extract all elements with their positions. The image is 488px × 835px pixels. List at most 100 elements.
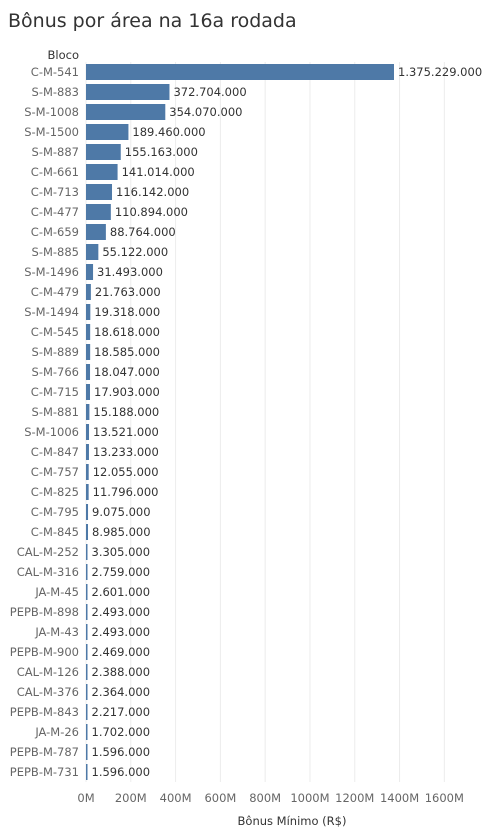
value-label: 2.469.000 (92, 645, 151, 659)
bar (86, 304, 91, 320)
bar (86, 344, 91, 360)
bar (86, 164, 118, 180)
category-label: C-M-659 (31, 225, 79, 239)
bar (86, 244, 99, 260)
value-label: 21.763.000 (95, 285, 161, 299)
category-label: C-M-477 (31, 205, 79, 219)
bar (86, 424, 90, 440)
category-label: S-M-883 (32, 85, 79, 99)
bar (86, 484, 89, 500)
category-label: S-M-887 (32, 145, 79, 159)
gridlines (85, 62, 445, 782)
bar (86, 384, 91, 400)
bar (86, 624, 88, 640)
bar (86, 324, 91, 340)
x-tick-label: 1200M (335, 791, 374, 805)
bar (86, 664, 88, 680)
category-label: CAL-M-316 (17, 565, 79, 579)
value-label: 110.894.000 (115, 205, 188, 219)
bar (86, 764, 88, 780)
category-label: C-M-661 (31, 165, 79, 179)
value-label: 88.764.000 (110, 225, 176, 239)
category-label: S-M-1500 (24, 125, 79, 139)
category-label: PEPB-M-731 (10, 765, 79, 779)
value-label: 3.305.000 (92, 545, 151, 559)
bars (86, 64, 394, 780)
x-tick-label: 1400M (380, 791, 419, 805)
value-label: 2.759.000 (92, 565, 151, 579)
category-label: S-M-1008 (24, 105, 79, 119)
category-label: S-M-1006 (24, 425, 79, 439)
category-label: CAL-M-376 (17, 685, 79, 699)
category-label: S-M-885 (32, 245, 79, 259)
bar (86, 184, 113, 200)
category-label: C-M-845 (31, 525, 79, 539)
value-labels: 1.375.229.000 372.704.000 354.070.000 189.4… (92, 65, 483, 779)
value-label: 18.618.000 (94, 325, 160, 339)
bar (86, 284, 91, 300)
bar (86, 504, 89, 520)
bar (86, 704, 88, 720)
bar (86, 264, 94, 280)
value-label: 11.796.000 (93, 485, 159, 499)
category-label: S-M-889 (32, 345, 79, 359)
category-label: PEPB-M-843 (10, 705, 79, 719)
bar (86, 564, 88, 580)
value-label: 18.047.000 (94, 365, 160, 379)
x-axis-ticks: 0M 200M 400M 600M 800M 1000M 1200M 1400M 1600M (77, 791, 464, 805)
value-label: 372.704.000 (173, 85, 246, 99)
category-label: C-M-795 (31, 505, 79, 519)
value-label: 1.702.000 (92, 725, 151, 739)
value-label: 18.585.000 (94, 345, 160, 359)
x-tick-label: 800M (249, 791, 281, 805)
value-label: 2.388.000 (92, 665, 151, 679)
value-label: 55.122.000 (102, 245, 168, 259)
category-label: CAL-M-252 (17, 545, 79, 559)
value-label: 13.521.000 (93, 425, 159, 439)
x-axis-label: Bônus Mínimo (R$) (238, 814, 347, 828)
value-label: 2.493.000 (92, 605, 151, 619)
category-label: S-M-766 (32, 365, 79, 379)
category-label: S-M-881 (32, 405, 79, 419)
bar (86, 544, 88, 560)
category-label: PEPB-M-898 (10, 605, 79, 619)
value-label: 155.163.000 (125, 145, 198, 159)
bar (86, 604, 88, 620)
x-tick-label: 1600M (425, 791, 464, 805)
value-label: 8.985.000 (92, 525, 151, 539)
category-label: PEPB-M-900 (10, 645, 79, 659)
category-label: C-M-479 (31, 285, 79, 299)
bar (86, 224, 106, 240)
category-label: S-M-1494 (24, 305, 79, 319)
value-label: 1.596.000 (92, 765, 151, 779)
category-label: C-M-713 (31, 185, 79, 199)
x-tick-label: 200M (115, 791, 147, 805)
value-label: 2.364.000 (92, 685, 151, 699)
value-label: 116.142.000 (116, 185, 189, 199)
value-label: 15.188.000 (93, 405, 159, 419)
value-label: 2.217.000 (92, 705, 151, 719)
category-label: C-M-825 (31, 485, 79, 499)
bar (86, 684, 88, 700)
category-label: C-M-715 (31, 385, 79, 399)
x-tick-label: 400M (160, 791, 192, 805)
value-label: 19.318.000 (94, 305, 160, 319)
category-label: C-M-757 (31, 465, 79, 479)
value-label: 189.460.000 (132, 125, 205, 139)
x-tick-label: 600M (204, 791, 236, 805)
category-label: JA-M-43 (34, 625, 79, 639)
bar (86, 584, 88, 600)
bar (86, 84, 170, 100)
bar (86, 724, 88, 740)
bar (86, 364, 91, 380)
category-label: C-M-847 (31, 445, 79, 459)
bar (86, 524, 89, 540)
value-label: 1.375.229.000 (398, 65, 482, 79)
bar (86, 144, 121, 160)
category-header: Bloco (48, 48, 79, 62)
bar (86, 104, 166, 120)
value-label: 12.055.000 (93, 465, 159, 479)
x-tick-label: 0M (77, 791, 94, 805)
bar (86, 644, 88, 660)
